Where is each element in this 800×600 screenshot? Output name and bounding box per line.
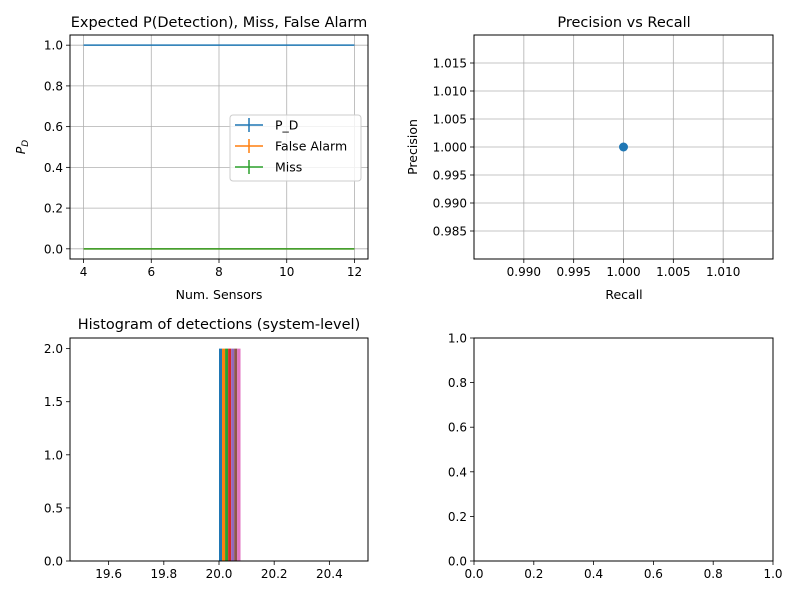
y-tick-label: 0.8 (44, 79, 63, 93)
x-tick-label: 1.000 (606, 265, 640, 279)
x-tick-label: 1.0 (763, 567, 782, 581)
scatter-point (619, 142, 628, 152)
axes-frame (473, 337, 774, 562)
y-tick-label: 0.4 (448, 465, 467, 479)
x-tick-label: 12 (347, 265, 362, 279)
y-tick-label: 1.0 (448, 332, 467, 346)
y-tick-label: 1.5 (44, 395, 63, 409)
histogram-bar (228, 348, 232, 561)
histogram-bar (237, 348, 241, 561)
x-tick-label: 0.2 (524, 567, 543, 581)
y-tick-label: 0.6 (44, 120, 63, 134)
legend-label: False Alarm (275, 139, 347, 154)
histogram-bar (222, 348, 226, 561)
y-tick-label: 0.995 (433, 169, 467, 183)
x-tick-label: 20.4 (316, 567, 343, 581)
histogram-bar (234, 348, 238, 561)
x-tick-label: 0.8 (704, 567, 723, 581)
y-axis-label: PD (13, 140, 31, 155)
y-tick-label: 1.015 (433, 57, 467, 71)
chart-title: Expected P(Detection), Miss, False Alarm (71, 15, 368, 31)
x-tick-label: 8 (215, 265, 223, 279)
y-tick-label: 0.8 (448, 376, 467, 390)
chart-title: Precision vs Recall (557, 15, 690, 31)
y-tick-label: 0.2 (448, 510, 467, 524)
y-tick-label: 2.0 (44, 342, 63, 356)
chart-histogram: Histogram of detections (system-level) 1… (44, 317, 369, 581)
legend-label: P_D (275, 118, 298, 133)
y-tick-label: 0.5 (44, 501, 63, 515)
y-tick-label: 0.0 (44, 555, 63, 569)
y-tick-label: 1.0 (44, 39, 63, 53)
y-tick-label: 1.005 (433, 113, 467, 127)
y-axis-label-sub: D (21, 140, 31, 147)
chart-expected-pd: Expected P(Detection), Miss, False Alarm… (13, 15, 369, 302)
y-tick-label: 0.985 (433, 225, 467, 239)
y-tick-label: 1.010 (433, 85, 467, 99)
x-tick-label: 19.6 (95, 567, 122, 581)
x-tick-label: 0.995 (556, 265, 590, 279)
legend: P_D False Alarm Miss (229, 114, 362, 182)
chart-precision-recall: Precision vs Recall Recall Precision 0.9… (405, 15, 774, 302)
x-tick-label: 1.005 (656, 265, 690, 279)
x-tick-label: 1.010 (706, 265, 740, 279)
x-axis-label: Recall (605, 287, 642, 302)
x-tick-label: 10 (279, 265, 294, 279)
x-tick-label: 4 (80, 265, 88, 279)
y-tick-label: 0.4 (44, 161, 63, 175)
x-tick-label: 20.2 (261, 567, 288, 581)
legend-label: Miss (275, 160, 302, 175)
y-tick-label: 1.0 (44, 448, 63, 462)
x-axis-label: Num. Sensors (176, 287, 263, 302)
y-tick-label: 0.2 (44, 202, 63, 216)
x-tick-label: 0.0 (464, 567, 483, 581)
histogram-bar (231, 348, 235, 561)
chart-title: Histogram of detections (system-level) (78, 317, 361, 333)
y-axis-label-main: P (13, 146, 28, 154)
histogram-bar (225, 348, 229, 561)
x-tick-label: 0.6 (644, 567, 663, 581)
chart-empty: 0.0 0.2 0.4 0.6 0.8 1.0 0.0 0.2 0.4 0.6 0.8 1.0 (448, 332, 783, 582)
x-tick-label: 6 (147, 265, 155, 279)
x-tick-label: 0.4 (584, 567, 603, 581)
x-tick-label: 19.8 (150, 567, 177, 581)
y-axis-label: Precision (405, 119, 420, 175)
y-tick-label: 0.0 (44, 242, 63, 256)
y-tick-label: 1.000 (433, 141, 467, 155)
y-tick-label: 0.6 (448, 421, 467, 435)
legend-box (229, 114, 362, 182)
x-tick-label: 20.0 (206, 567, 233, 581)
y-tick-label: 0.0 (448, 555, 467, 569)
y-tick-label: 0.990 (433, 197, 467, 211)
histogram-bar (219, 348, 223, 561)
x-tick-label: 0.990 (507, 265, 541, 279)
